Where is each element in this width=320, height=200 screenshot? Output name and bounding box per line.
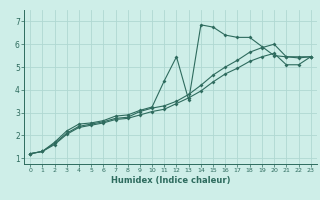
X-axis label: Humidex (Indice chaleur): Humidex (Indice chaleur) (111, 176, 230, 185)
